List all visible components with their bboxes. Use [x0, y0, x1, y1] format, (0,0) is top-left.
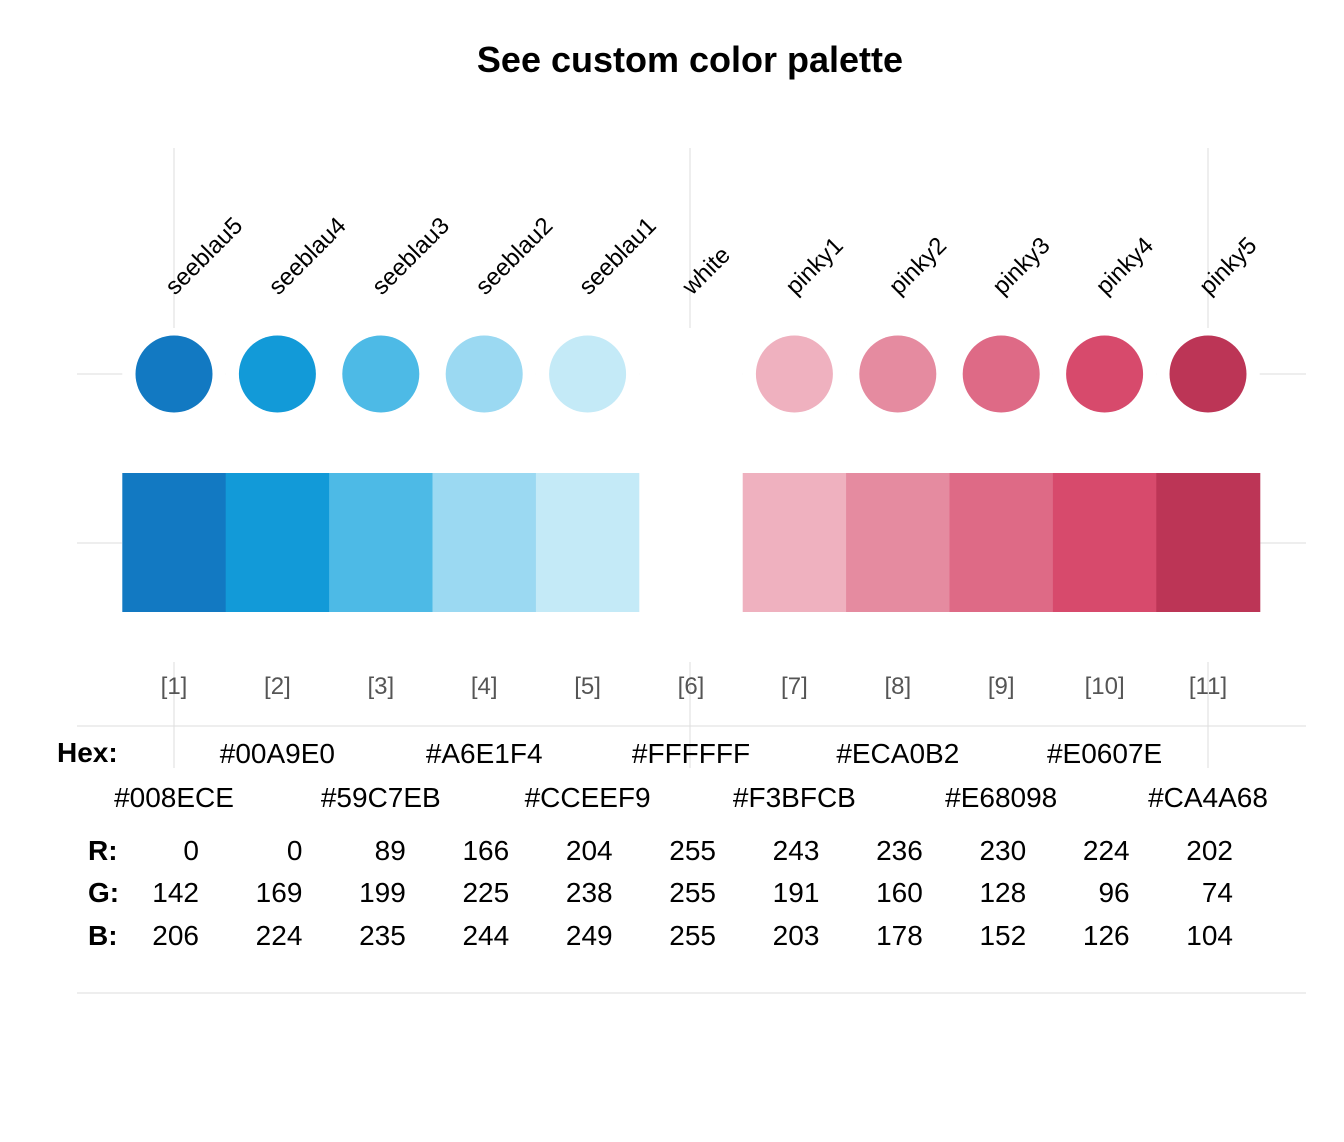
g-value: 160	[876, 877, 923, 908]
color-bars	[122, 473, 1261, 612]
r-value: 202	[1186, 835, 1233, 866]
g-value: 199	[359, 877, 406, 908]
r-row-label: R:	[88, 835, 118, 866]
hex-values: #008ECE #00A9E0 #59C7EB #A6E1F4 #CCEEF9 #FFFF…	[114, 738, 1268, 813]
g-value: 128	[979, 877, 1026, 908]
color-circle-seeblau3	[342, 335, 420, 413]
r-value: 89	[375, 835, 406, 866]
color-bar-pinky1	[742, 473, 847, 612]
r-value: 166	[462, 835, 509, 866]
color-name-label: seeblau4	[264, 212, 352, 300]
color-name-label: pinky2	[884, 232, 952, 300]
index-label: [9]	[988, 673, 1015, 700]
color-name-label: seeblau2	[470, 212, 558, 300]
hex-value: #CCEEF9	[525, 782, 651, 813]
color-bar-seeblau2	[432, 473, 537, 612]
b-value: 235	[359, 920, 406, 951]
color-bar-pinky5	[1156, 473, 1261, 612]
g-value: 238	[566, 877, 613, 908]
b-value: 224	[256, 920, 303, 951]
hex-value: #F3BFCB	[733, 782, 856, 813]
index-label: [1]	[161, 673, 188, 700]
b-value: 104	[1186, 920, 1233, 951]
b-value: 203	[773, 920, 820, 951]
index-label: [5]	[574, 673, 601, 700]
rgb-values: 0 142 206 0 169 224 89 199 235 166 225 244 204 238 249…	[152, 835, 1233, 951]
hex-value: #008ECE	[114, 782, 234, 813]
hex-value: #E68098	[945, 782, 1057, 813]
index-label: [11]	[1189, 673, 1227, 700]
r-value: 0	[183, 835, 199, 866]
color-bar-seeblau3	[329, 473, 434, 612]
index-label: [2]	[264, 673, 291, 700]
g-value: 225	[462, 877, 509, 908]
g-value: 255	[669, 877, 716, 908]
hex-value: #ECA0B2	[836, 738, 959, 769]
color-circle-white	[652, 335, 730, 413]
r-value: 204	[566, 835, 613, 866]
color-name-label: pinky1	[781, 232, 849, 300]
color-circle-seeblau5	[135, 335, 213, 413]
b-value: 178	[876, 920, 923, 951]
color-bar-white	[639, 473, 744, 612]
b-value: 152	[979, 920, 1026, 951]
color-name-label: pinky4	[1091, 232, 1159, 300]
hex-value: #59C7EB	[321, 782, 441, 813]
index-label: [4]	[471, 673, 498, 700]
color-name-label: pinky3	[987, 232, 1055, 300]
color-name-labels: seeblau5 seeblau4 seeblau3 seeblau2 seeblau1…	[160, 212, 1262, 301]
color-circle-seeblau2	[445, 335, 523, 413]
b-value: 206	[152, 920, 199, 951]
color-bar-seeblau4	[225, 473, 330, 612]
index-label: [10]	[1085, 673, 1125, 700]
r-value: 230	[979, 835, 1026, 866]
color-name-label: seeblau3	[367, 212, 455, 300]
b-row-label: B:	[88, 920, 118, 951]
g-value: 74	[1202, 877, 1233, 908]
b-value: 244	[462, 920, 509, 951]
index-labels: [1] [2] [3] [4] [5] [6] [7] [8] [9] [10] [11]	[161, 673, 1227, 700]
color-name-label: seeblau1	[574, 212, 662, 300]
color-circle-seeblau4	[238, 335, 316, 413]
hex-value: #A6E1F4	[426, 738, 543, 769]
chart-title: See custom color palette	[477, 39, 903, 80]
g-value: 191	[773, 877, 820, 908]
index-label: [3]	[367, 673, 394, 700]
r-value: 236	[876, 835, 923, 866]
color-circle-seeblau1	[549, 335, 627, 413]
color-circle-pinky1	[755, 335, 833, 413]
index-label: [8]	[884, 673, 911, 700]
hex-value: #E0607E	[1047, 738, 1162, 769]
color-bar-pinky3	[949, 473, 1054, 612]
g-row-label: G:	[88, 877, 119, 908]
hex-value: #FFFFFF	[632, 738, 750, 769]
r-value: 224	[1083, 835, 1130, 866]
color-circle-pinky4	[1066, 335, 1144, 413]
hex-value: #CA4A68	[1148, 782, 1268, 813]
r-value: 255	[669, 835, 716, 866]
color-bar-seeblau5	[122, 473, 227, 612]
index-label: [6]	[678, 673, 705, 700]
g-value: 96	[1098, 877, 1129, 908]
color-name-label: seeblau5	[160, 212, 248, 300]
r-value: 0	[287, 835, 303, 866]
b-value: 249	[566, 920, 613, 951]
color-circle-pinky2	[859, 335, 937, 413]
color-bar-seeblau1	[535, 473, 640, 612]
hex-value: #00A9E0	[220, 738, 335, 769]
color-name-label: white	[676, 242, 735, 301]
b-value: 126	[1083, 920, 1130, 951]
index-label: [7]	[781, 673, 808, 700]
b-value: 255	[669, 920, 716, 951]
g-value: 169	[256, 877, 303, 908]
r-value: 243	[773, 835, 820, 866]
color-name-label: pinky5	[1194, 232, 1262, 300]
color-bar-pinky4	[1052, 473, 1157, 612]
color-bar-pinky2	[846, 473, 951, 612]
g-value: 142	[152, 877, 199, 908]
hex-row-label: Hex:	[57, 737, 118, 768]
color-circle-pinky3	[962, 335, 1040, 413]
color-circle-pinky5	[1169, 335, 1247, 413]
